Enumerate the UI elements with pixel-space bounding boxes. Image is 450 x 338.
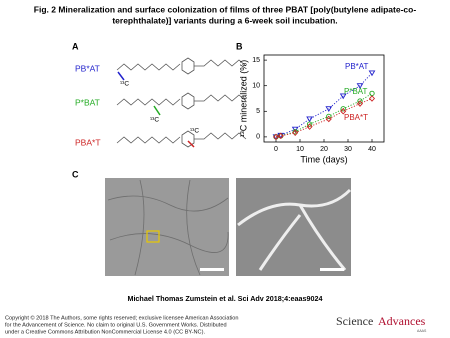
series-label: PBA*T	[344, 113, 368, 122]
variant-label: PBA*T	[75, 137, 101, 147]
micrograph-texture	[237, 188, 352, 271]
data-point	[306, 121, 313, 127]
scale-bar	[320, 268, 344, 271]
title-line: terephthalate)] variants during a 6-week…	[112, 15, 337, 25]
chart: 0 10 20 30 40 0 5 10 15 Time (days) ¹³C mineralize…	[238, 54, 385, 164]
micrograph-texture	[107, 179, 229, 276]
chemical-structures	[116, 57, 247, 148]
panel-label: B	[236, 41, 243, 51]
data-point	[356, 83, 364, 89]
data-point	[368, 95, 376, 102]
label-marker	[117, 71, 125, 81]
region-highlight	[146, 230, 160, 243]
x-tick-label: 30	[344, 146, 352, 153]
label-marker	[153, 105, 161, 116]
y-tick-label: 5	[256, 108, 260, 115]
citation: Michael Thomas Zumstein et al. Sci Adv 2…	[127, 294, 322, 303]
label-marker	[187, 140, 195, 148]
data-point	[356, 100, 364, 107]
y-tick-label: 15	[252, 57, 260, 64]
panel-label: C	[72, 169, 79, 179]
series-label: PB*AT	[345, 62, 369, 71]
copyright-line: Copyright © 2018 The Authors, some right…	[5, 314, 238, 321]
variant-label: PB*AT	[75, 63, 100, 73]
data-point	[277, 132, 284, 140]
isotope-label: ¹³C	[190, 128, 199, 135]
data-point	[291, 126, 299, 133]
data-point	[368, 70, 376, 77]
series-label: P*BAT	[344, 87, 368, 96]
logo: Advances	[378, 314, 426, 328]
data-point	[292, 129, 299, 137]
copyright-line: under a Creative Commons Attribution Non…	[5, 329, 205, 335]
isotope-label: ¹³C	[150, 117, 159, 124]
data-point	[340, 106, 346, 112]
logo: Science	[336, 314, 373, 328]
y-tick-label: 0	[256, 134, 260, 141]
micrograph	[236, 178, 351, 276]
scale-bar	[200, 268, 224, 271]
x-tick-label: 10	[296, 146, 304, 153]
x-tick-label: 0	[274, 146, 278, 153]
variant-label: P*BAT	[75, 97, 100, 107]
series-line	[275, 72, 373, 138]
logo-sub: AAAS	[417, 329, 427, 333]
panel-label: A	[72, 41, 79, 51]
data-point	[306, 116, 313, 123]
y-tick-label: 10	[252, 83, 260, 90]
data-point	[357, 98, 363, 104]
x-tick-label: 20	[320, 146, 328, 153]
x-axis-label: Time (days)	[300, 154, 347, 164]
data-point	[339, 93, 347, 100]
data-point	[306, 123, 313, 130]
data-point	[325, 106, 333, 113]
data-point	[325, 115, 332, 123]
isotope-label: ¹³C	[120, 81, 129, 88]
copyright-line: for the Advancement of Science. No claim…	[5, 322, 227, 328]
title-line: Fig. 2 Mineralization and surface coloni…	[34, 4, 417, 14]
series-line	[275, 98, 373, 138]
y-axis-label: ¹³C mineralized (%)	[238, 60, 248, 138]
micrograph	[105, 178, 229, 276]
data-point	[272, 133, 280, 141]
x-tick-label: 40	[368, 146, 376, 153]
data-point	[340, 108, 347, 115]
